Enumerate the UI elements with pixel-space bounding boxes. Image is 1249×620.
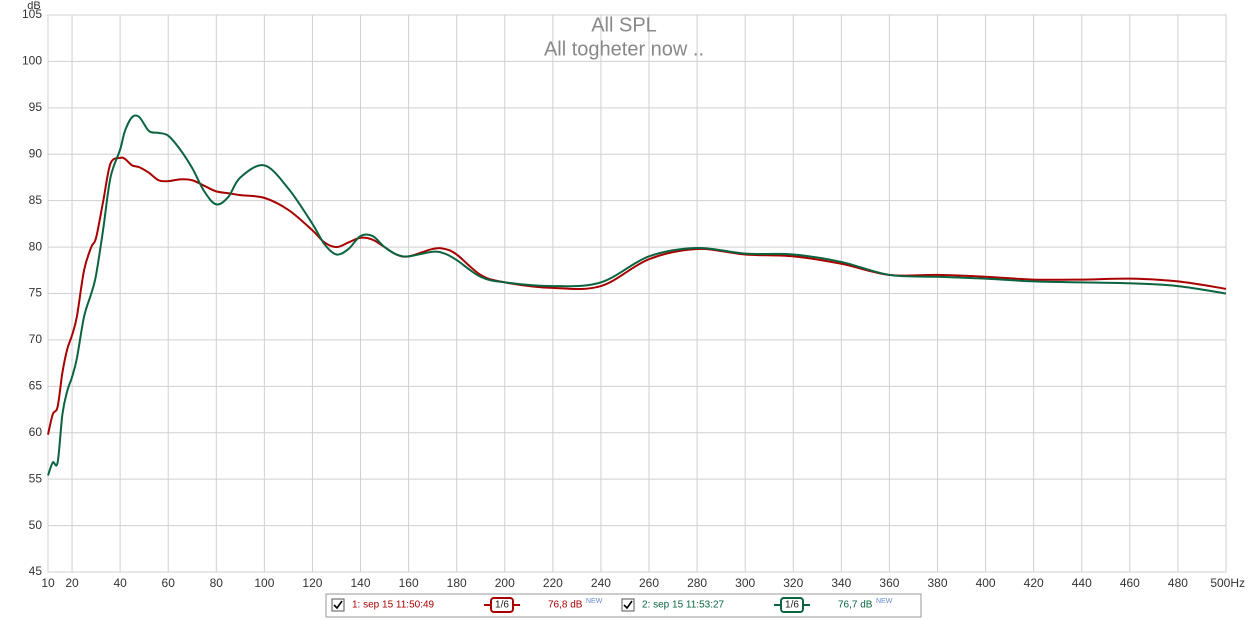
x-tick-label: 420: [1024, 576, 1044, 590]
y-tick-label: 75: [29, 286, 43, 300]
y-tick-label: 55: [29, 471, 43, 485]
chart-subtitle: All togheter now ..: [544, 38, 704, 60]
x-tick-label: 300: [735, 576, 755, 590]
legend-item: 2: sep 15 11:53:27 1/6 76,7 dB NEW: [621, 597, 893, 613]
x-tick-label: 320: [783, 576, 803, 590]
y-tick-label: 80: [29, 239, 43, 253]
x-tick-label: 280: [687, 576, 707, 590]
x-tick-label: 460: [1120, 576, 1140, 590]
legend-badge: NEW: [876, 598, 893, 605]
legend-smoothing: 1/6: [785, 600, 799, 611]
legend-level: 76,8 dB: [548, 600, 583, 611]
x-tick-label: 10: [41, 576, 55, 590]
x-tick-label: 180: [447, 576, 467, 590]
x-tick-label: 140: [351, 576, 371, 590]
series-line: [47, 114, 1227, 476]
x-tick-label: 480: [1168, 576, 1188, 590]
x-tick-label: 40: [113, 576, 127, 590]
legend-badge: NEW: [586, 598, 603, 605]
legend-checkbox: [331, 598, 345, 612]
y-tick-label: 45: [29, 564, 43, 578]
x-tick-label: 440: [1072, 576, 1092, 590]
x-tick-label: 80: [210, 576, 224, 590]
x-tick-label: 60: [162, 576, 176, 590]
legend-check: [623, 600, 633, 610]
x-tick-label: 160: [399, 576, 419, 590]
x-tick-label: 120: [302, 576, 322, 590]
legend-checkbox: [621, 598, 635, 612]
x-tick-label: 100: [254, 576, 274, 590]
y-tick-label: 70: [29, 332, 43, 346]
x-tick-label: 400: [976, 576, 996, 590]
x-tick-label: 500Hz: [1210, 576, 1245, 590]
legend-smoothing-box: [780, 597, 804, 613]
x-tick-label: 340: [831, 576, 851, 590]
legend-item: 1: sep 15 11:50:49 1/6 76,8 dB NEW: [331, 597, 603, 613]
x-tick-label: 220: [543, 576, 563, 590]
chart-title: All SPL: [591, 14, 657, 36]
legend-smoothing: 1/6: [495, 600, 509, 611]
y-tick-label: 85: [29, 193, 43, 207]
legend-name: 1: sep 15 11:50:49: [352, 600, 435, 611]
legend-level: 76,7 dB: [838, 600, 873, 611]
y-tick-label: 50: [29, 518, 43, 532]
y-tick-label: 90: [29, 146, 43, 160]
y-tick-label: 95: [29, 100, 43, 114]
x-tick-label: 240: [591, 576, 611, 590]
x-tick-label: 20: [65, 576, 79, 590]
x-tick-label: 200: [495, 576, 515, 590]
legend-smoothing-box: [490, 597, 514, 613]
legend-check: [333, 600, 343, 610]
y-axis-label: dB: [27, 0, 40, 12]
y-tick-label: 60: [29, 425, 43, 439]
y-tick-label: 100: [22, 54, 42, 68]
legend-name: 2: sep 15 11:53:27: [642, 600, 725, 611]
x-tick-label: 360: [879, 576, 899, 590]
y-tick-label: 105: [22, 7, 42, 21]
x-tick-label: 380: [927, 576, 947, 590]
x-tick-label: 260: [639, 576, 659, 590]
y-tick-label: 65: [29, 379, 43, 393]
